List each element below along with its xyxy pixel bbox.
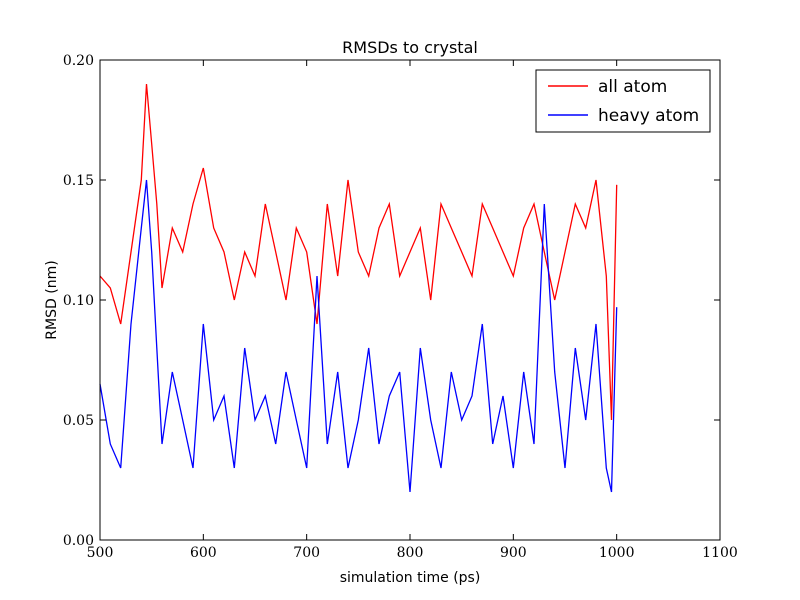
x-axis: 500 600 700 800 900 1000 1100 — [87, 60, 738, 561]
y-tick-label: 0.05 — [63, 413, 94, 429]
x-tick-label: 800 — [397, 545, 424, 561]
y-axis-label: RMSD (nm) — [44, 260, 60, 339]
series-line-heavy-atom — [99, 179, 618, 493]
y-axis: 0.00 0.05 0.10 0.15 0.20 — [63, 53, 720, 549]
y-tick-label: 0.20 — [63, 53, 94, 69]
x-tick-label: 500 — [87, 545, 114, 561]
x-axis-label: simulation time (ps) — [340, 570, 481, 586]
y-tick-label: 0.10 — [63, 293, 94, 309]
legend-box — [535, 69, 711, 133]
series-layer — [99, 83, 618, 493]
y-tick-label: 0.00 — [63, 533, 94, 549]
x-tick-label: 600 — [190, 545, 217, 561]
x-tick-label: 1100 — [702, 545, 738, 561]
x-tick-label: 700 — [293, 545, 320, 561]
x-tick-label: 1000 — [599, 545, 635, 561]
legend-label-all-atom: all atom — [598, 77, 667, 97]
x-tick-label: 900 — [500, 545, 527, 561]
y-tick-label: 0.15 — [63, 173, 94, 189]
series-line-all-atom — [99, 83, 618, 421]
chart-title: RMSDs to crystal — [342, 38, 478, 57]
legend: all atom heavy atom — [535, 69, 711, 133]
legend-label-heavy-atom: heavy atom — [598, 106, 699, 126]
